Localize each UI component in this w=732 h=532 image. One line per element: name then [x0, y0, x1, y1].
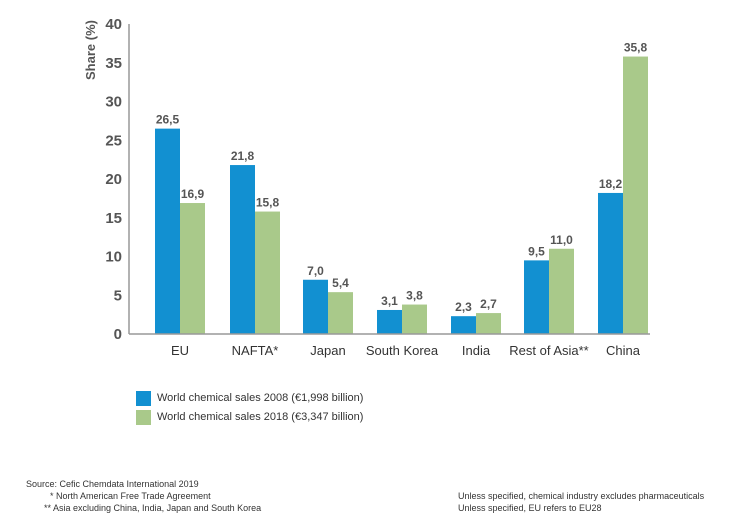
y-tick-label: 25	[105, 132, 122, 149]
bar-2018-2	[328, 292, 353, 334]
category-label: NAFTA*	[232, 343, 279, 358]
category-label: India	[462, 343, 491, 358]
bar-2008-2	[303, 279, 328, 334]
value-label-2008-5: 9,5	[528, 244, 545, 258]
y-tick-label: 30	[105, 94, 122, 111]
category-labels: EU NAFTA* Japan South Korea India Rest of Asi…	[171, 343, 641, 358]
bar-chart: 0 5 10 15 20 25 30 35 40 26,5 16,9 21,8 15,8 7,0 5,4 3…	[83, 16, 650, 358]
bar-2008-1	[230, 165, 255, 334]
source-note: Source: Cefic Chemdata International 201…	[26, 479, 199, 489]
category-label: South Korea	[366, 343, 439, 358]
y-tick-label: 5	[114, 287, 122, 304]
bar-2018-4	[476, 313, 501, 334]
y-tick-label: 20	[105, 171, 122, 188]
value-labels: 26,5 16,9 21,8 15,8 7,0 5,4 3,1 3,8 2,3 2,7 9,5 11,…	[156, 41, 648, 315]
legend-label-2008: World chemical sales 2008 (€1,998 billio…	[157, 392, 364, 404]
value-label-2008-1: 21,8	[231, 149, 255, 163]
bar-2018-6	[623, 56, 648, 335]
value-label-2018-1: 15,8	[256, 196, 280, 210]
bar-2018-1	[255, 211, 280, 334]
value-label-2008-4: 2,3	[455, 300, 472, 314]
y-tick-label: 15	[105, 210, 122, 227]
bar-2008-5	[524, 260, 549, 334]
value-label-2008-3: 3,1	[381, 294, 398, 308]
bar-2008-0	[155, 128, 180, 334]
category-label: China	[606, 343, 641, 358]
value-label-2018-2: 5,4	[332, 276, 349, 290]
legend-label-2018: World chemical sales 2018 (€3,347 billio…	[157, 411, 364, 423]
bar-2008-3	[377, 309, 402, 334]
nafta-footnote: * North American Free Trade Agreement	[50, 491, 211, 501]
value-label-2008-2: 7,0	[307, 264, 324, 278]
pharma-note: Unless specified, chemical industry excl…	[458, 491, 705, 501]
value-label-2018-3: 3,8	[406, 289, 423, 303]
value-label-2018-6: 35,8	[624, 41, 648, 55]
footer-notes-right: Unless specified, chemical industry excl…	[458, 490, 704, 514]
y-axis-title: Share (%)	[83, 20, 98, 80]
footer-notes-left: Source: Cefic Chemdata International 201…	[26, 478, 261, 514]
category-label: Rest of Asia**	[509, 343, 589, 358]
bar-2008-4	[451, 316, 476, 334]
y-tick-label: 10	[105, 249, 122, 266]
legend-swatch-2008	[136, 390, 151, 406]
bar-2018-5	[549, 248, 574, 334]
category-label: EU	[171, 343, 189, 358]
bar-2008-6	[598, 192, 623, 334]
value-label-2018-5: 11,0	[550, 233, 573, 247]
legend-swatch-2018	[136, 409, 151, 425]
y-axis-ticks: 0 5 10 15 20 25 30 35 40	[105, 16, 122, 343]
bar-2018-3	[402, 304, 427, 334]
legend-item-2008: World chemical sales 2008 (€1,998 billio…	[136, 389, 363, 407]
value-label-2018-4: 2,7	[480, 297, 497, 311]
category-label: Japan	[310, 343, 345, 358]
eu28-note: Unless specified, EU refers to EU28	[458, 503, 602, 513]
value-label-2008-0: 26,5	[156, 113, 180, 127]
bars	[155, 56, 648, 335]
legend-item-2018: World chemical sales 2018 (€3,347 billio…	[136, 408, 363, 426]
y-tick-label: 40	[105, 16, 122, 33]
value-label-2008-6: 18,2	[599, 177, 623, 191]
rest-of-asia-footnote: ** Asia excluding China, India, Japan an…	[44, 503, 262, 513]
y-tick-label: 35	[105, 55, 122, 72]
value-label-2018-0: 16,9	[181, 187, 205, 201]
y-tick-label: 0	[114, 326, 122, 343]
legend: World chemical sales 2008 (€1,998 billio…	[136, 389, 363, 427]
bar-2018-0	[180, 203, 205, 334]
